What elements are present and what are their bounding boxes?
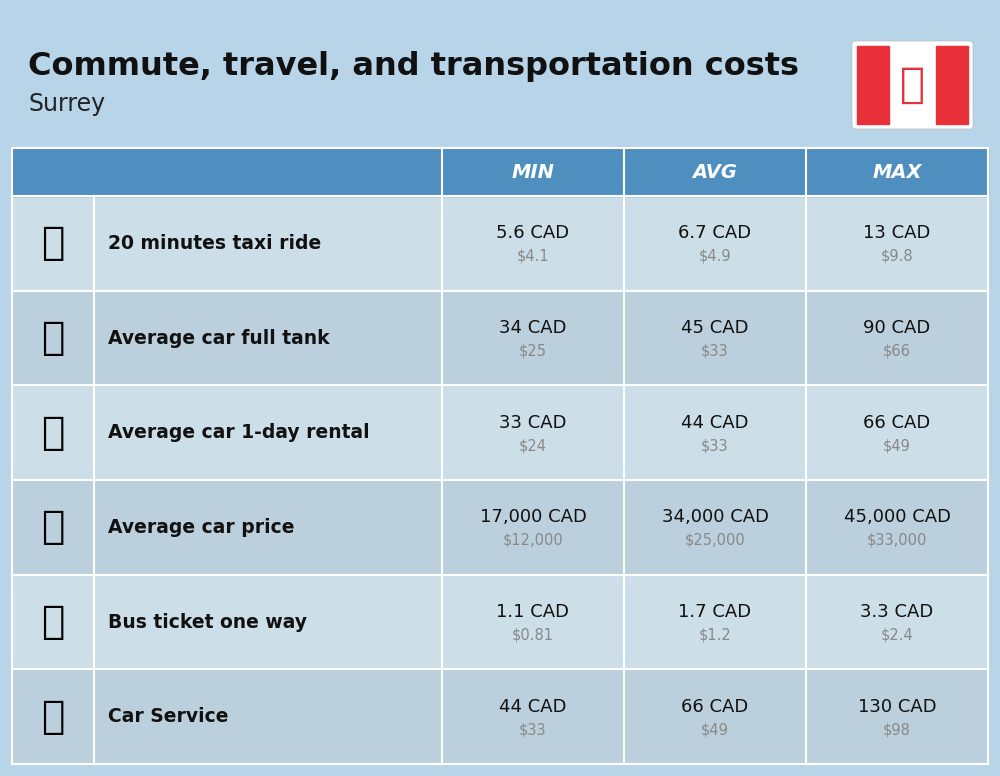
Text: $2.4: $2.4 [881,628,913,643]
Text: Surrey: Surrey [28,92,105,116]
Bar [936,46,968,124]
Text: $4.1: $4.1 [517,249,549,264]
Text: $98: $98 [883,722,911,737]
Text: $49: $49 [883,438,911,453]
Bar [12,575,988,670]
Bar [12,480,988,575]
Text: ⛽: ⛽ [41,319,65,357]
Text: 66 CAD: 66 CAD [681,698,749,715]
Text: $33: $33 [701,438,729,453]
Text: Average car price: Average car price [108,518,294,537]
Text: 🚌: 🚌 [41,603,65,641]
Bar [857,46,889,124]
Text: 44 CAD: 44 CAD [499,698,567,715]
Text: 66 CAD: 66 CAD [863,414,931,431]
Text: 🚙: 🚙 [41,414,65,452]
Text: $25: $25 [519,344,547,359]
Bar [12,291,988,386]
Text: $33: $33 [519,722,547,737]
Text: MAX: MAX [872,162,922,182]
Text: $4.9: $4.9 [699,249,731,264]
Text: $12,000: $12,000 [503,533,563,548]
Bar [12,196,988,291]
Text: 34 CAD: 34 CAD [499,319,567,337]
Text: 13 CAD: 13 CAD [863,224,931,242]
Text: 17,000 CAD: 17,000 CAD [480,508,586,526]
Text: $33,000: $33,000 [867,533,927,548]
Text: MIN: MIN [512,162,554,182]
Text: 33 CAD: 33 CAD [499,414,567,431]
Text: 🚕: 🚕 [41,224,65,262]
Text: $9.8: $9.8 [881,249,913,264]
Text: $24: $24 [519,438,547,453]
Text: 🍁: 🍁 [900,64,925,106]
Text: 6.7 CAD: 6.7 CAD [678,224,752,242]
Text: 🚗: 🚗 [41,508,65,546]
Text: Commute, travel, and transportation costs: Commute, travel, and transportation cost… [28,50,799,81]
FancyBboxPatch shape [852,41,973,129]
Text: 5.6 CAD: 5.6 CAD [496,224,570,242]
Text: 1.1 CAD: 1.1 CAD [496,603,570,621]
Text: $66: $66 [883,344,911,359]
Text: 34,000 CAD: 34,000 CAD [662,508,768,526]
Text: Car Service: Car Service [108,707,228,726]
Text: 🔧: 🔧 [41,698,65,736]
Bar [12,148,988,196]
Text: 3.3 CAD: 3.3 CAD [860,603,934,621]
Text: 90 CAD: 90 CAD [863,319,931,337]
Text: $25,000: $25,000 [685,533,745,548]
Text: $33: $33 [701,344,729,359]
Text: AVG: AVG [693,162,737,182]
Text: $0.81: $0.81 [512,628,554,643]
Text: $49: $49 [701,722,729,737]
Bar [12,386,988,480]
Text: 1.7 CAD: 1.7 CAD [678,603,752,621]
Bar [12,670,988,764]
Text: 45,000 CAD: 45,000 CAD [844,508,950,526]
Text: 130 CAD: 130 CAD [858,698,936,715]
Text: Bus ticket one way: Bus ticket one way [108,612,307,632]
Text: Average car 1-day rental: Average car 1-day rental [108,423,370,442]
Text: $1.2: $1.2 [699,628,731,643]
Text: Average car full tank: Average car full tank [108,328,330,348]
Text: 20 minutes taxi ride: 20 minutes taxi ride [108,234,321,253]
Text: 45 CAD: 45 CAD [681,319,749,337]
Text: 44 CAD: 44 CAD [681,414,749,431]
